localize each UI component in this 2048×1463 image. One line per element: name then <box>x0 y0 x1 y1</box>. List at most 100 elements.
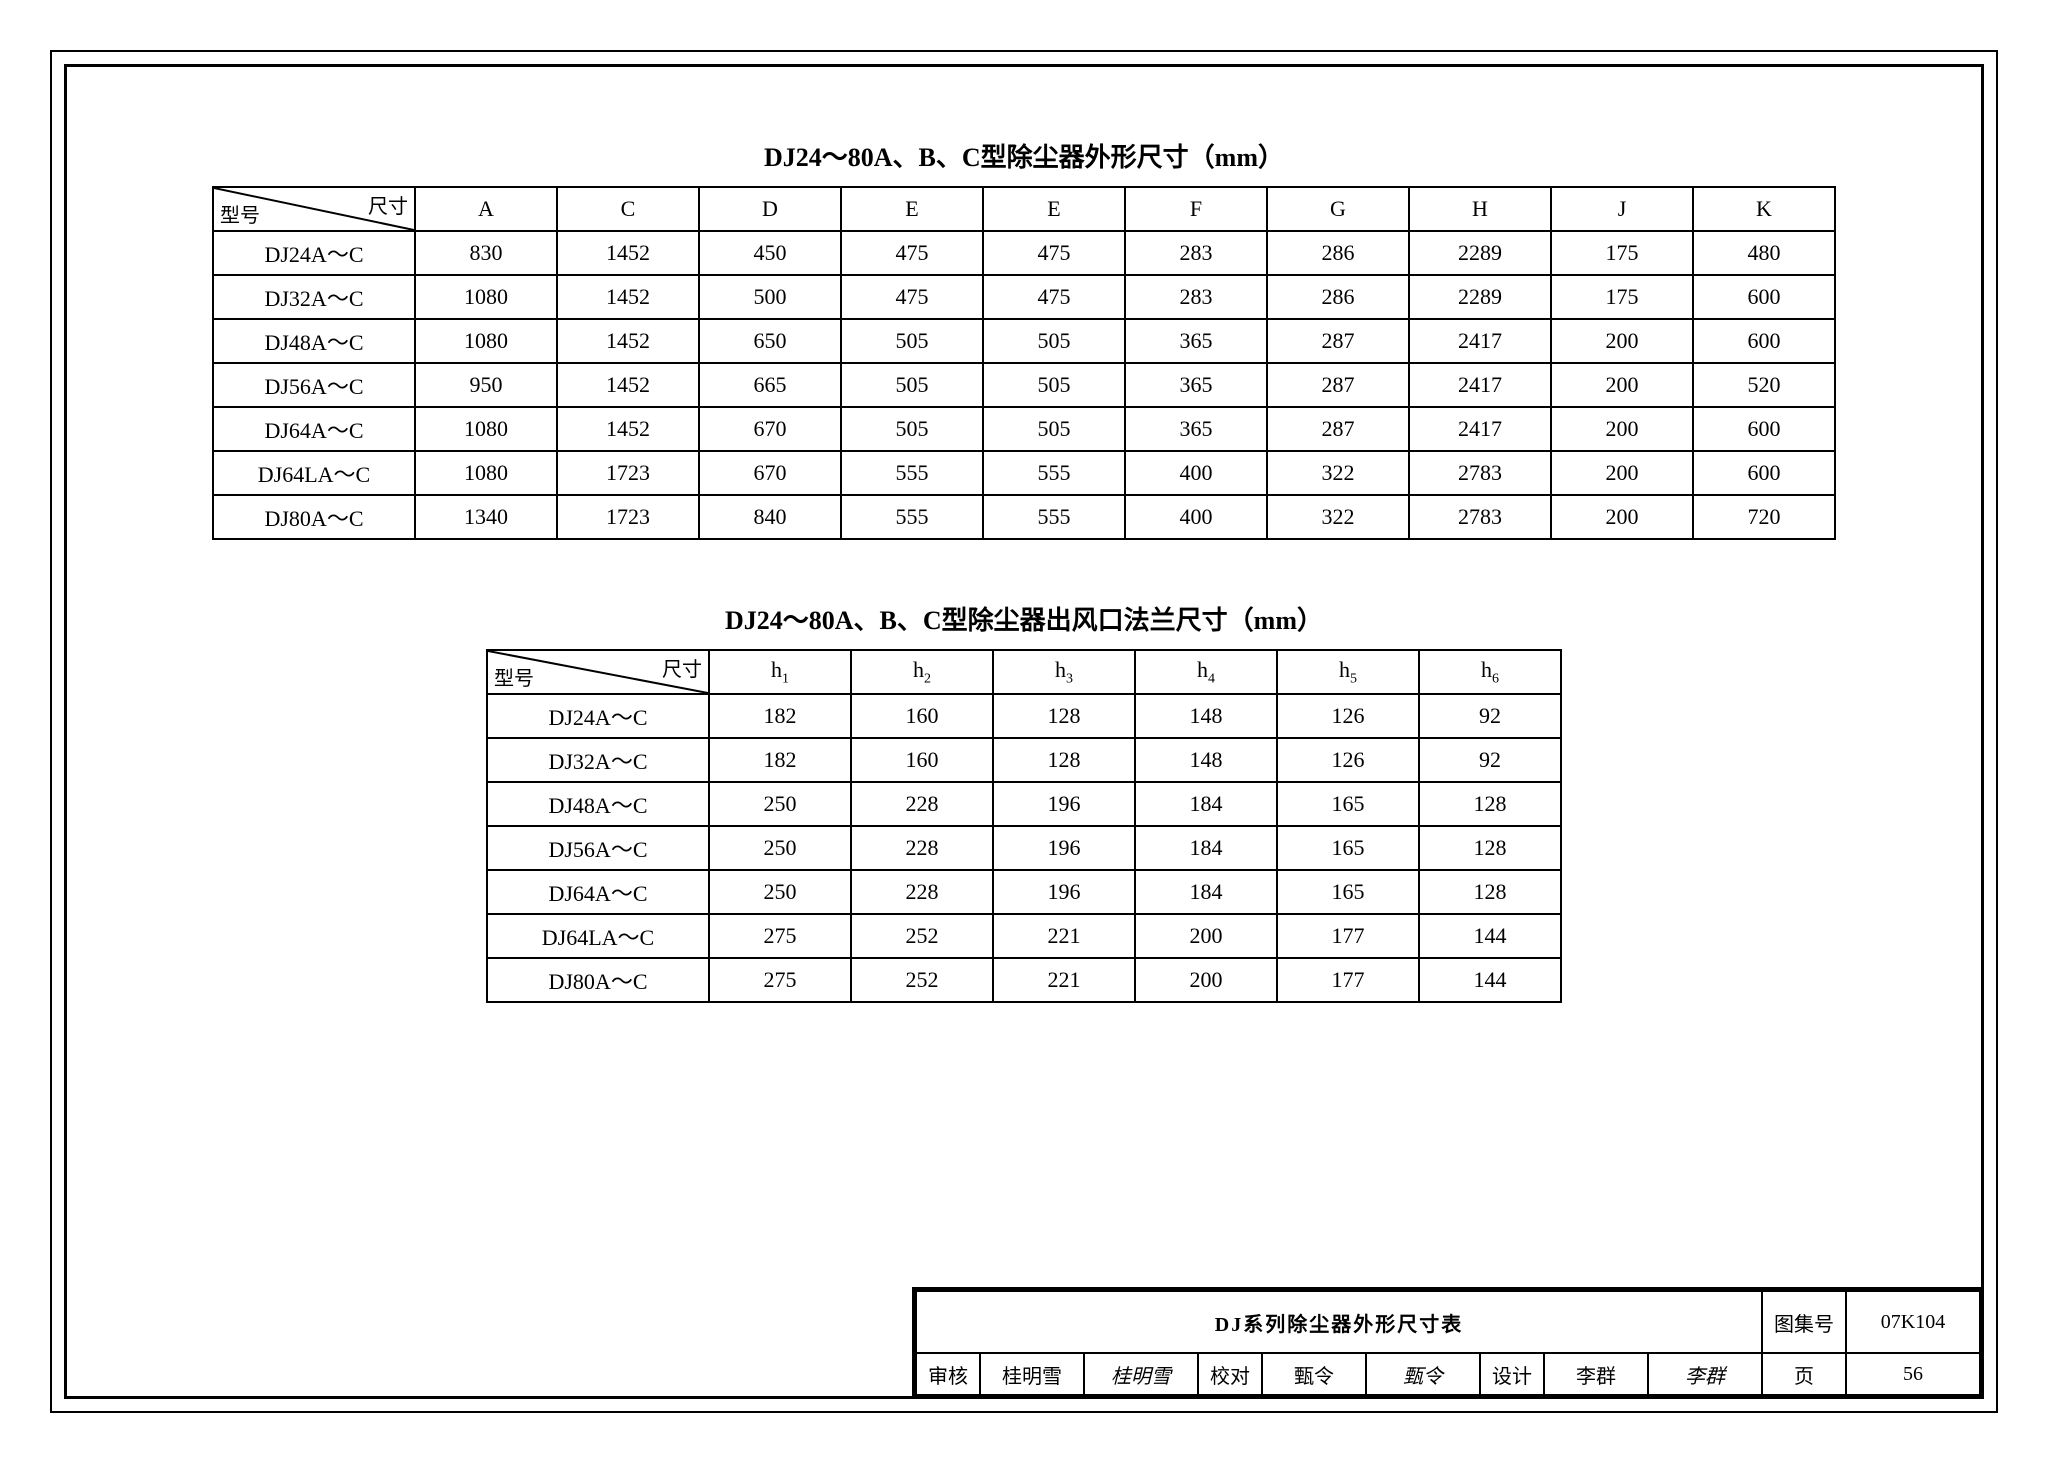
model-cell: DJ80A～C <box>213 495 415 539</box>
value-cell: 1452 <box>557 407 699 451</box>
table-row: DJ80A～C134017238405555554003222783200720 <box>213 495 1835 539</box>
column-header: h6 <box>1419 650 1561 694</box>
value-cell: 670 <box>699 407 841 451</box>
value-cell: 505 <box>841 319 983 363</box>
value-cell: 1080 <box>415 407 557 451</box>
value-cell: 365 <box>1125 407 1267 451</box>
table2-title: DJ24～80A、B、C型除尘器出风口法兰尺寸（mm） <box>67 600 1981 637</box>
value-cell: 670 <box>699 451 841 495</box>
value-cell: 160 <box>851 738 993 782</box>
value-cell: 228 <box>851 870 993 914</box>
value-cell: 221 <box>993 914 1135 958</box>
table-row: DJ56A～C95014526655055053652872417200520 <box>213 363 1835 407</box>
value-cell: 1723 <box>557 495 699 539</box>
value-cell: 165 <box>1277 782 1419 826</box>
table2-container: 尺寸 型号 h1h2h3h4h5h6DJ24A～C182160128148126… <box>67 649 1981 1003</box>
column-header: D <box>699 187 841 231</box>
value-cell: 1452 <box>557 319 699 363</box>
inner-frame: DJ24～80A、B、C型除尘器外形尺寸（mm） 尺寸 型号 ACDEEFGHJ… <box>64 64 1984 1399</box>
value-cell: 177 <box>1277 914 1419 958</box>
model-cell: DJ48A～C <box>213 319 415 363</box>
value-cell: 250 <box>709 870 851 914</box>
value-cell: 200 <box>1551 319 1693 363</box>
value-cell: 600 <box>1693 319 1835 363</box>
value-cell: 1723 <box>557 451 699 495</box>
value-cell: 2783 <box>1409 451 1551 495</box>
column-header: E <box>983 187 1125 231</box>
value-cell: 1080 <box>415 451 557 495</box>
table-row: DJ80A～C275252221200177144 <box>487 958 1561 1002</box>
table-row: DJ48A～C108014526505055053652872417200600 <box>213 319 1835 363</box>
value-cell: 148 <box>1135 738 1277 782</box>
value-cell: 250 <box>709 826 851 870</box>
column-header: G <box>1267 187 1409 231</box>
review-name: 桂明雪 <box>980 1353 1084 1395</box>
value-cell: 286 <box>1267 231 1409 275</box>
value-cell: 2417 <box>1409 407 1551 451</box>
column-header: h2 <box>851 650 993 694</box>
value-cell: 287 <box>1267 319 1409 363</box>
value-cell: 2783 <box>1409 495 1551 539</box>
value-cell: 600 <box>1693 275 1835 319</box>
value-cell: 475 <box>983 231 1125 275</box>
value-cell: 177 <box>1277 958 1419 1002</box>
value-cell: 720 <box>1693 495 1835 539</box>
value-cell: 126 <box>1277 694 1419 738</box>
value-cell: 287 <box>1267 363 1409 407</box>
check-label: 校对 <box>1198 1353 1262 1395</box>
value-cell: 505 <box>841 407 983 451</box>
table-row: DJ24A～C83014524504754752832862289175480 <box>213 231 1835 275</box>
title-block: DJ系列除尘器外形尺寸表 图集号 07K104 审核 桂明雪 桂明雪 校对 甄令… <box>912 1287 1981 1396</box>
value-cell: 505 <box>983 319 1125 363</box>
header-model-label: 型号 <box>494 662 534 691</box>
value-cell: 92 <box>1419 738 1561 782</box>
column-header: h1 <box>709 650 851 694</box>
column-header: F <box>1125 187 1267 231</box>
value-cell: 505 <box>841 363 983 407</box>
model-cell: DJ48A～C <box>487 782 709 826</box>
value-cell: 1452 <box>557 363 699 407</box>
value-cell: 400 <box>1125 451 1267 495</box>
table1-container: 尺寸 型号 ACDEEFGHJKDJ24A～C83014524504754752… <box>67 186 1981 540</box>
value-cell: 144 <box>1419 914 1561 958</box>
model-cell: DJ64A～C <box>213 407 415 451</box>
value-cell: 184 <box>1135 782 1277 826</box>
check-signature: 甄令 <box>1366 1353 1480 1395</box>
table-row: DJ32A～C18216012814812692 <box>487 738 1561 782</box>
value-cell: 505 <box>983 407 1125 451</box>
header-dim-label: 尺寸 <box>662 653 702 682</box>
value-cell: 286 <box>1267 275 1409 319</box>
value-cell: 200 <box>1551 363 1693 407</box>
value-cell: 2417 <box>1409 319 1551 363</box>
value-cell: 275 <box>709 914 851 958</box>
value-cell: 221 <box>993 958 1135 1002</box>
value-cell: 165 <box>1277 870 1419 914</box>
model-cell: DJ56A～C <box>213 363 415 407</box>
design-name: 李群 <box>1544 1353 1648 1395</box>
value-cell: 275 <box>709 958 851 1002</box>
review-label: 审核 <box>916 1353 980 1395</box>
value-cell: 200 <box>1135 914 1277 958</box>
value-cell: 555 <box>841 495 983 539</box>
table-row: DJ64LA～C275252221200177144 <box>487 914 1561 958</box>
table-row: DJ56A～C250228196184165128 <box>487 826 1561 870</box>
value-cell: 2417 <box>1409 363 1551 407</box>
value-cell: 196 <box>993 782 1135 826</box>
table-row: DJ32A～C108014525004754752832862289175600 <box>213 275 1835 319</box>
page-value: 56 <box>1846 1353 1980 1395</box>
value-cell: 475 <box>983 275 1125 319</box>
value-cell: 128 <box>993 738 1135 782</box>
value-cell: 283 <box>1125 231 1267 275</box>
value-cell: 148 <box>1135 694 1277 738</box>
value-cell: 2289 <box>1409 231 1551 275</box>
model-cell: DJ24A～C <box>487 694 709 738</box>
review-signature: 桂明雪 <box>1084 1353 1198 1395</box>
value-cell: 165 <box>1277 826 1419 870</box>
value-cell: 1452 <box>557 231 699 275</box>
value-cell: 287 <box>1267 407 1409 451</box>
value-cell: 480 <box>1693 231 1835 275</box>
table-row: DJ64LA～C10801723670555555400322278320060… <box>213 451 1835 495</box>
column-header: K <box>1693 187 1835 231</box>
value-cell: 555 <box>983 451 1125 495</box>
value-cell: 2289 <box>1409 275 1551 319</box>
